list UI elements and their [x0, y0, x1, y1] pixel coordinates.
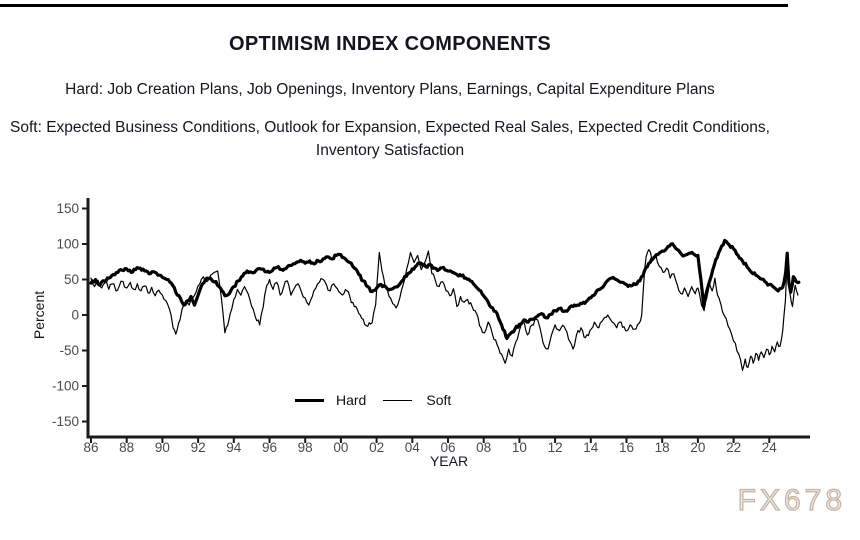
soft-legend-label: Soft — [426, 392, 452, 408]
y-tick-label: 0 — [71, 308, 79, 323]
y-tick-label: 150 — [56, 201, 79, 216]
x-tick-label: 18 — [655, 440, 670, 455]
x-tick-label: 90 — [155, 440, 170, 455]
x-tick-label: 08 — [476, 440, 491, 455]
x-tick-label: 88 — [119, 440, 134, 455]
x-tick-label: 20 — [690, 440, 705, 455]
soft-legend-line-sample — [383, 399, 413, 401]
y-tick-label: 50 — [64, 272, 79, 287]
x-tick-label: 02 — [369, 440, 384, 455]
x-tick-label: 16 — [619, 440, 634, 455]
x-axis-title: YEAR — [430, 453, 468, 469]
hard-series-line — [89, 238, 801, 340]
y-tick-label: -100 — [52, 379, 79, 394]
x-tick-label: 10 — [512, 440, 527, 455]
x-tick-label: 06 — [440, 440, 455, 455]
soft-series-line — [90, 249, 799, 371]
x-tick-label: 96 — [262, 440, 277, 455]
x-tick-label: 86 — [83, 440, 98, 455]
x-tick-label: 22 — [726, 440, 741, 455]
hard-legend-label: Hard — [336, 392, 367, 408]
subtitle-hard-components: Hard: Job Creation Plans, Job Openings, … — [65, 81, 715, 98]
subtitle-soft-components: Soft: Expected Business Conditions, Outl… — [10, 119, 770, 159]
x-tick-label: 04 — [405, 440, 421, 455]
x-tick-label: 14 — [583, 440, 599, 455]
hard-legend-line-sample — [295, 398, 324, 402]
top-divider-rule — [0, 4, 788, 7]
y-tick-label: 100 — [56, 237, 79, 252]
y-tick-label: -150 — [52, 414, 79, 429]
fx678-watermark: FX678 — [737, 483, 846, 517]
x-tick-label: 12 — [548, 440, 563, 455]
x-tick-label: 24 — [762, 440, 778, 455]
y-axis-title: Percent — [31, 291, 47, 339]
x-tick-label: 00 — [333, 440, 348, 455]
y-tick-label: -50 — [59, 343, 79, 358]
x-tick-label: 98 — [298, 440, 313, 455]
chart-legend: Hard Soft — [295, 392, 451, 408]
chart-title: OPTIMISM INDEX COMPONENTS — [229, 33, 551, 55]
x-tick-label: 94 — [226, 440, 242, 455]
x-tick-label: 92 — [191, 440, 206, 455]
